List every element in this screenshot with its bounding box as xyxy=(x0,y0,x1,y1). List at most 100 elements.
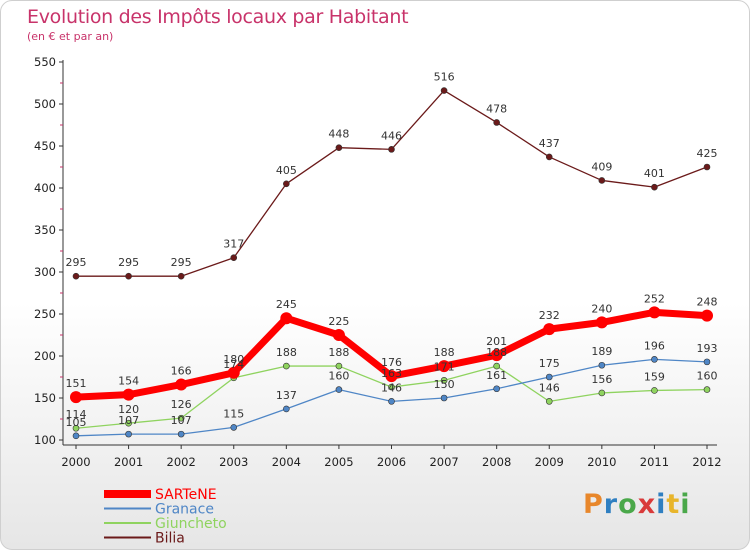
data-point xyxy=(701,309,713,322)
data-point xyxy=(595,316,608,329)
data-label: 240 xyxy=(591,302,612,315)
legend-label: Giuncheto xyxy=(155,516,227,532)
data-label: 115 xyxy=(223,407,244,420)
data-label: 176 xyxy=(381,356,402,369)
data-point xyxy=(651,183,658,191)
data-label: 151 xyxy=(66,377,87,390)
y-tick-label: 100 xyxy=(34,433,56,447)
data-point xyxy=(177,272,185,280)
x-tick-label: 2007 xyxy=(429,455,458,469)
data-label: 201 xyxy=(486,335,507,348)
data-point xyxy=(125,430,132,438)
x-tick-label: 2009 xyxy=(535,455,564,469)
data-label: 171 xyxy=(434,360,455,373)
x-tick-label: 2004 xyxy=(272,455,301,469)
data-label: 252 xyxy=(644,292,665,305)
data-point xyxy=(598,389,606,397)
data-point xyxy=(385,370,398,383)
data-point xyxy=(332,329,345,341)
data-label: 174 xyxy=(223,358,244,371)
data-label: 188 xyxy=(434,346,455,359)
data-label: 295 xyxy=(118,256,139,269)
data-label: 166 xyxy=(171,365,192,378)
data-label: 105 xyxy=(66,416,87,429)
data-point xyxy=(283,405,290,413)
data-label: 295 xyxy=(171,256,192,269)
data-label: 188 xyxy=(276,346,297,359)
data-point xyxy=(335,386,343,393)
data-point xyxy=(545,153,553,161)
data-label: 175 xyxy=(539,357,560,370)
data-label: 446 xyxy=(381,129,402,142)
data-point xyxy=(122,388,135,401)
data-point xyxy=(545,373,553,381)
y-tick-label: 550 xyxy=(34,55,56,69)
data-label: 107 xyxy=(171,414,192,427)
y-tick-label: 500 xyxy=(34,97,56,111)
data-point xyxy=(703,386,711,393)
data-point xyxy=(703,358,711,366)
data-point xyxy=(543,323,556,336)
data-label: 225 xyxy=(328,315,349,328)
data-point xyxy=(438,360,451,373)
data-point xyxy=(545,398,553,405)
data-point xyxy=(280,312,293,325)
data-label: 188 xyxy=(486,346,507,359)
data-point xyxy=(283,180,290,188)
data-label: 114 xyxy=(66,408,87,421)
x-tick-label: 2001 xyxy=(114,455,143,469)
data-label: 189 xyxy=(591,345,612,358)
data-point xyxy=(703,163,711,171)
chart-title: Evolution des Impôts locaux par Habitant xyxy=(27,6,409,28)
data-label: 150 xyxy=(434,378,455,391)
data-label: 248 xyxy=(697,296,718,309)
data-label: 146 xyxy=(381,381,402,394)
data-point xyxy=(175,378,188,391)
data-label: 196 xyxy=(644,339,665,352)
y-tick-label: 150 xyxy=(34,391,56,405)
data-point xyxy=(227,366,240,379)
x-tick-label: 2003 xyxy=(219,455,248,469)
data-label: 120 xyxy=(118,403,139,416)
data-label: 478 xyxy=(486,102,507,115)
data-point xyxy=(651,356,658,363)
data-label: 137 xyxy=(276,389,297,402)
data-point xyxy=(335,144,343,151)
data-point xyxy=(598,177,606,184)
x-tick-label: 2002 xyxy=(167,455,196,469)
y-tick-label: 450 xyxy=(34,139,56,153)
x-tick-label: 2012 xyxy=(692,455,721,469)
data-label: 425 xyxy=(697,147,718,160)
data-label: 107 xyxy=(118,414,139,427)
data-label: 156 xyxy=(591,373,612,386)
series-line-bilia xyxy=(75,89,708,277)
x-tick-label: 2008 xyxy=(482,455,511,469)
data-label: 163 xyxy=(381,367,402,380)
data-point xyxy=(72,432,80,440)
data-label: 161 xyxy=(486,369,507,382)
x-tick-label: 2011 xyxy=(640,455,669,469)
data-point xyxy=(125,419,132,427)
chart-subtitle: (en € et par an) xyxy=(27,30,114,43)
data-point xyxy=(490,349,503,362)
data-label: 295 xyxy=(66,256,87,269)
data-point xyxy=(440,377,448,384)
x-tick-label: 2005 xyxy=(324,455,353,469)
data-point xyxy=(335,362,343,370)
data-label: 232 xyxy=(539,309,560,322)
x-tick-label: 2000 xyxy=(61,455,90,469)
proxiti-logo: Proxiti xyxy=(583,489,691,520)
data-label: 409 xyxy=(591,160,612,173)
data-label: 405 xyxy=(276,164,297,177)
data-label: 437 xyxy=(539,137,560,150)
data-label: 159 xyxy=(644,370,665,383)
data-point xyxy=(230,254,238,262)
data-label: 180 xyxy=(223,353,244,366)
data-label: 448 xyxy=(328,128,349,141)
data-point xyxy=(388,146,395,153)
data-point xyxy=(72,424,80,432)
data-label: 317 xyxy=(223,238,244,251)
data-label: 401 xyxy=(644,167,665,180)
